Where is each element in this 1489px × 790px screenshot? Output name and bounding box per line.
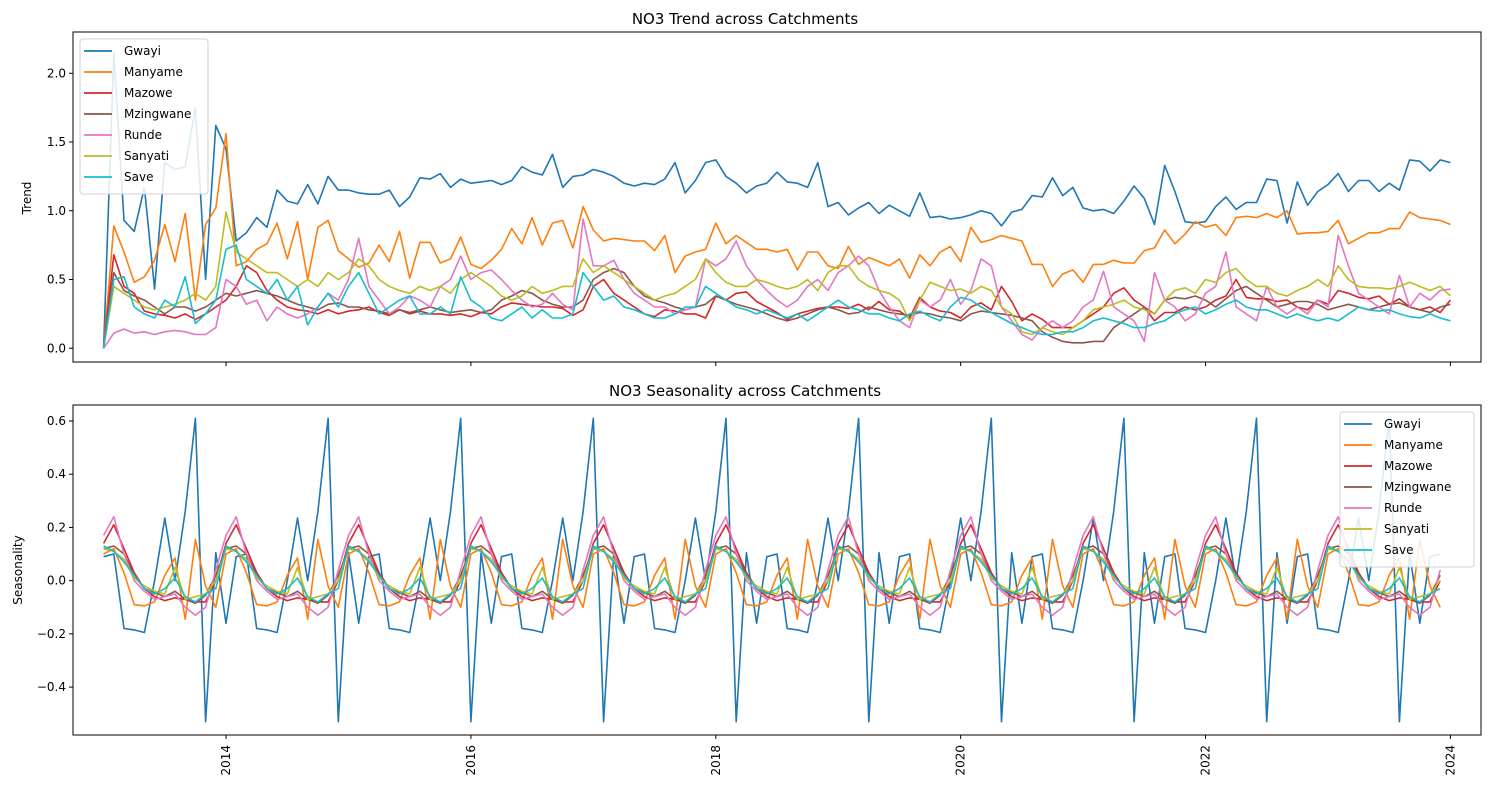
trend-panel: NO3 Trend across Catchments Trend Gwayi M… [20, 10, 1482, 366]
trend-axes-frame [72, 31, 1482, 363]
trend-chart-title: NO3 Trend across Catchments [632, 10, 859, 28]
trend-legend-label: Sanyati [124, 149, 169, 163]
seasonality-x-tick-label: 2014 [219, 745, 233, 776]
trend-y-tick-label: 0.5 [47, 273, 66, 287]
trend-legend-label: Save [124, 170, 153, 184]
seasonality-legend-label: Save [1384, 543, 1413, 557]
seasonality-x-tick-label: 2024 [1443, 745, 1457, 776]
seasonality-legend-label: Gwayi [1384, 417, 1421, 431]
seasonality-legend: Gwayi Manyame Mazowe Mzingwane Runde Sanyati S… [1339, 411, 1475, 568]
seasonality-legend-label: Runde [1384, 501, 1422, 515]
seasonality-series-gwayi [103, 417, 1441, 723]
seasonality-chart-title: NO3 Seasonality across Catchments [609, 382, 881, 400]
trend-series-gwayi [102, 51, 1451, 349]
trend-plot-area [102, 51, 1452, 349]
seasonality-series-save [103, 545, 1441, 603]
seasonality-y-tick-label: 0.6 [47, 414, 66, 428]
trend-series-mzingwane [102, 267, 1451, 349]
seasonality-x-tick-label: 2016 [464, 745, 478, 776]
seasonality-legend-box [1339, 411, 1475, 568]
trend-legend: Gwayi Manyame Mazowe Mzingwane Runde Sanyati S… [79, 38, 209, 195]
trend-legend-label: Runde [124, 128, 162, 142]
seasonality-legend-label: Mzingwane [1384, 480, 1451, 494]
seasonality-panel: NO3 Seasonality across Catchments Season… [11, 382, 1482, 776]
seasonality-x-tick-label: 2018 [709, 745, 723, 776]
seasonality-legend-label: Sanyati [1384, 522, 1429, 536]
seasonality-y-tick-label: 0.2 [47, 520, 66, 534]
seasonality-plot-area [102, 417, 1441, 723]
trend-series-save [102, 244, 1451, 349]
seasonality-y-axis-label: Seasonality [11, 535, 25, 604]
trend-legend-label: Mazowe [124, 86, 173, 100]
seasonality-legend-label: Manyame [1384, 438, 1443, 452]
trend-y-axis-label: Trend [20, 182, 34, 216]
trend-series-mazowe [102, 254, 1452, 349]
seasonality-y-tick-label: −0.2 [37, 627, 66, 641]
seasonality-y-tick-label: −0.4 [37, 680, 66, 694]
seasonality-x-tick-label: 2020 [954, 745, 968, 776]
trend-legend-label: Mzingwane [124, 107, 191, 121]
trend-y-tick-label: 0.0 [47, 341, 66, 355]
seasonality-x-tick-label: 2022 [1199, 745, 1213, 776]
trend-y-tick-label: 1.5 [47, 135, 66, 149]
trend-y-tick-label: 2.0 [47, 66, 66, 80]
trend-legend-label: Gwayi [124, 44, 161, 58]
seasonality-legend-label: Mazowe [1384, 459, 1433, 473]
seasonality-series-runde [102, 515, 1441, 617]
trend-series-sanyati [102, 211, 1451, 349]
trend-y-tick-label: 1.0 [47, 204, 66, 218]
trend-series-manyame [102, 132, 1451, 349]
trend-legend-label: Manyame [124, 65, 183, 79]
seasonality-y-tick-label: 0.4 [47, 467, 66, 481]
seasonality-series-mzingwane [103, 545, 1441, 605]
seasonality-axes-frame [72, 404, 1482, 736]
seasonality-y-tick-label: 0.0 [47, 574, 66, 588]
